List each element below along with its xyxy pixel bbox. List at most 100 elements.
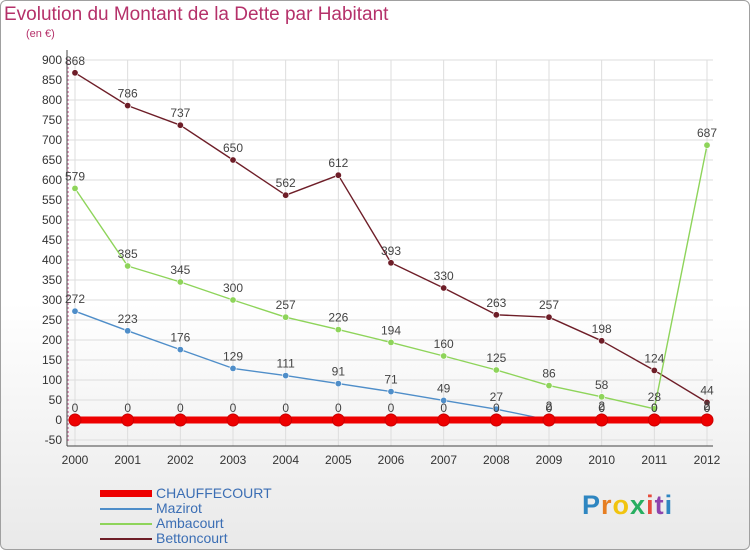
logo-letter: r — [601, 490, 613, 520]
logo-letter: i — [664, 490, 674, 520]
data-label-chauffecourt: 0 — [335, 401, 342, 415]
data-point-ambacourt — [229, 296, 237, 304]
data-point-mazirot — [282, 372, 290, 380]
chart-title: Evolution du Montant de la Dette par Hab… — [4, 4, 389, 25]
data-label-ambacourt: 687 — [697, 126, 717, 140]
data-label-mazirot: 27 — [490, 390, 504, 404]
logo-letter: o — [612, 490, 631, 520]
data-label-mazirot: 91 — [332, 365, 346, 379]
data-label-chauffecourt: 0 — [72, 401, 79, 415]
legend-swatch — [100, 523, 152, 525]
data-label-extra: 2 — [598, 399, 605, 413]
data-label-mazirot: 71 — [384, 373, 398, 387]
data-label-bettoncourt: 257 — [539, 298, 559, 312]
y-tick-label: 650 — [42, 153, 62, 167]
data-label-ambacourt: 58 — [595, 378, 609, 392]
y-tick-label: 400 — [42, 253, 62, 267]
data-point-bettoncourt — [440, 284, 448, 292]
data-point-mazirot — [229, 364, 237, 372]
data-label-bettoncourt: 198 — [592, 322, 612, 336]
data-label-mazirot: 129 — [223, 349, 243, 363]
data-label-mazirot: 111 — [277, 357, 296, 371]
proxiti-logo: Proxiti — [582, 490, 673, 521]
data-label-bettoncourt: 786 — [118, 87, 138, 101]
data-point-ambacourt — [334, 326, 342, 334]
x-tick-label: 2005 — [325, 453, 352, 467]
data-label-bettoncourt: 124 — [644, 351, 664, 365]
data-point-ambacourt — [650, 405, 658, 413]
data-point-bettoncourt — [598, 337, 606, 345]
data-point-bettoncourt — [545, 313, 553, 321]
legend-swatch — [100, 538, 152, 540]
data-point-ambacourt — [124, 262, 132, 270]
data-point-mazirot — [334, 380, 342, 388]
data-point-bettoncourt — [282, 191, 290, 199]
data-label-chauffecourt: 0 — [282, 401, 289, 415]
data-label-extra: 2 — [704, 399, 711, 413]
data-point-chauffecourt — [700, 413, 714, 427]
data-point-ambacourt — [71, 184, 79, 192]
x-tick-label: 2011 — [641, 453, 667, 467]
data-point-chauffecourt — [647, 413, 661, 427]
legend-label: CHAUFFECOURT — [156, 485, 272, 501]
logo-letter: t — [654, 490, 665, 520]
data-label-chauffecourt: 0 — [230, 401, 237, 415]
y-tick-label: 50 — [49, 393, 63, 407]
data-label-ambacourt: 86 — [542, 367, 556, 381]
data-point-bettoncourt — [387, 259, 395, 267]
y-tick-label: 300 — [42, 293, 62, 307]
data-label-ambacourt: 385 — [118, 247, 138, 261]
data-point-chauffecourt — [384, 413, 398, 427]
data-point-ambacourt — [545, 382, 553, 390]
data-label-mazirot: 176 — [170, 331, 190, 345]
data-label-bettoncourt: 263 — [486, 296, 506, 310]
data-label-bettoncourt: 737 — [170, 106, 190, 120]
data-point-chauffecourt — [173, 413, 187, 427]
data-label-mazirot: 0 — [704, 401, 711, 415]
y-tick-label: 800 — [42, 93, 62, 107]
data-point-ambacourt — [176, 278, 184, 286]
data-point-chauffecourt — [331, 413, 345, 427]
data-label-ambacourt: 300 — [223, 281, 243, 295]
y-tick-label: 500 — [42, 213, 62, 227]
x-tick-label: 2002 — [167, 453, 194, 467]
data-label-mazirot: 0 — [546, 401, 553, 415]
x-tick-label: 2012 — [694, 453, 721, 467]
data-point-bettoncourt — [334, 171, 342, 179]
data-label-mazirot: 0 — [598, 401, 605, 415]
data-label-chauffecourt: 0 — [493, 401, 500, 415]
data-label-bettoncourt: 330 — [434, 269, 454, 283]
data-point-ambacourt — [492, 366, 500, 374]
y-tick-label: 750 — [42, 113, 62, 127]
y-tick-label: 900 — [42, 53, 62, 67]
legend-label: Mazirot — [156, 500, 202, 516]
data-label-extra: 2 — [546, 399, 553, 413]
y-tick-label: 450 — [42, 233, 62, 247]
data-point-bettoncourt — [124, 102, 132, 110]
data-point-ambacourt — [703, 141, 711, 149]
data-point-chauffecourt — [542, 413, 556, 427]
y-tick-label: -50 — [45, 433, 63, 447]
x-tick-label: 2009 — [536, 453, 563, 467]
data-label-chauffecourt: 0 — [440, 401, 447, 415]
y-tick-label: 850 — [42, 73, 62, 87]
x-tick-label: 2001 — [114, 453, 141, 467]
data-point-ambacourt — [440, 352, 448, 360]
logo-letter: i — [646, 490, 655, 520]
data-label-ambacourt: 226 — [328, 311, 348, 325]
y-tick-label: 200 — [42, 333, 62, 347]
data-point-ambacourt — [598, 393, 606, 401]
data-point-mazirot — [387, 388, 395, 396]
data-label-chauffecourt: 0 — [546, 401, 553, 415]
x-tick-label: 2008 — [483, 453, 510, 467]
data-label-ambacourt: 28 — [648, 390, 662, 404]
data-point-bettoncourt — [492, 311, 500, 319]
data-label-chauffecourt: 0 — [704, 401, 711, 415]
data-label-bettoncourt: 612 — [328, 156, 348, 170]
y-tick-label: 350 — [42, 273, 62, 287]
x-tick-label: 2010 — [588, 453, 615, 467]
data-label-ambacourt: 257 — [276, 298, 296, 312]
data-label-chauffecourt: 0 — [598, 401, 605, 415]
